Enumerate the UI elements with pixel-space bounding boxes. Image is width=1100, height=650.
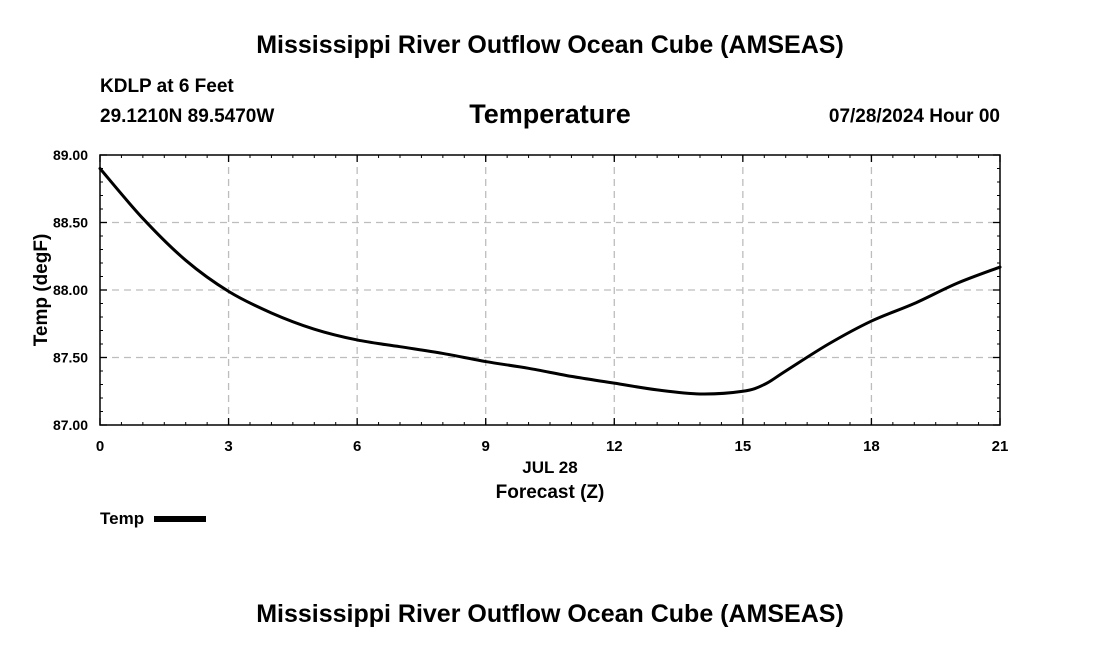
- coordinates-label: 29.1210N 89.5470W: [100, 106, 275, 127]
- panel-title: Temperature: [469, 99, 631, 129]
- y-tick-label: 87.00: [53, 417, 88, 433]
- x-tick-label: 0: [96, 438, 104, 455]
- x-tick-label: 6: [353, 438, 361, 455]
- y-tick-label: 89.00: [53, 147, 88, 163]
- legend-swatch: [154, 516, 207, 522]
- x-axis-label: Forecast (Z): [495, 482, 605, 503]
- legend-label: Temp: [100, 509, 145, 528]
- date-label: JUL 28: [522, 458, 578, 477]
- tick-labels: 0 3 6 9 12 15 18 21 87.00 87.50 88.00 88.50 89.00: [53, 147, 1008, 455]
- legend: Temp: [100, 509, 207, 529]
- x-tick-label: 21: [992, 438, 1009, 455]
- y-axis-label: Temp (degF): [31, 233, 52, 347]
- minor-ticks: [99, 154, 1001, 426]
- x-tick-label: 3: [224, 438, 232, 455]
- y-tick-label: 88.00: [53, 282, 88, 298]
- station-label: KDLP at 6 Feet: [100, 76, 234, 97]
- x-tick-label: 12: [606, 438, 623, 455]
- main-title: Mississippi River Outflow Ocean Cube (AM…: [256, 31, 844, 59]
- y-tick-label: 87.50: [53, 350, 88, 366]
- x-tick-label: 18: [863, 438, 880, 455]
- temp-series-line: [98, 167, 1002, 396]
- valid-time-label: 07/28/2024 Hour 00: [828, 106, 1000, 127]
- bottom-title: Mississippi River Outflow Ocean Cube (AM…: [256, 600, 844, 628]
- x-tick-label: 9: [482, 438, 490, 455]
- grid-lines: [100, 155, 1000, 425]
- x-tick-label: 15: [735, 438, 752, 455]
- y-tick-label: 88.50: [53, 215, 88, 231]
